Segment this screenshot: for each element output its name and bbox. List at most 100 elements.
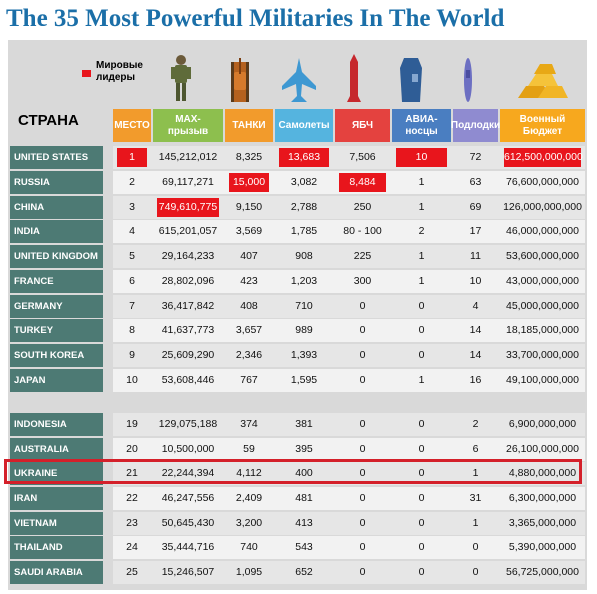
cell-yabch: 0 — [359, 517, 366, 529]
cell-podlodki: 10 — [469, 275, 482, 287]
cell-mesto: 9 — [129, 349, 135, 361]
cell-budget: 126,000,000,000 — [503, 201, 582, 213]
cell-max-pryzyv: 129,075,188 — [158, 418, 218, 430]
cell-yabch: 0 — [359, 443, 366, 455]
cell-samolety: 413 — [295, 517, 313, 529]
cell-max-pryzyv: 50,645,430 — [161, 517, 215, 529]
cell-yabch: 0 — [359, 492, 366, 504]
cell-budget: 53,600,000,000 — [506, 250, 579, 262]
cell-tanki: 407 — [240, 250, 258, 262]
cell-samolety: 1,785 — [290, 225, 318, 237]
cell-podlodki: 1 — [472, 467, 479, 479]
cell-mesto: 5 — [129, 250, 135, 262]
table-row: JAPAN 10 53,608,446 767 1,595 0 1 16 49,100,000,… — [10, 369, 585, 392]
cell-yabch: 300 — [353, 275, 372, 287]
cell-avianostsy: 0 — [418, 492, 425, 504]
cell-mesto: 10 — [126, 374, 138, 386]
cell-podlodki: 1 — [472, 517, 479, 529]
cell-yabch: 7,506 — [349, 151, 376, 163]
cell-samolety: 3,082 — [290, 176, 318, 188]
cell-avianostsy: 0 — [418, 541, 425, 553]
cell-samolety: 543 — [295, 541, 313, 553]
cell-yabch: 0 — [359, 566, 366, 578]
row-background — [113, 295, 585, 318]
cell-max-pryzyv: 10,500,000 — [161, 443, 215, 455]
cell-budget: 46,000,000,000 — [506, 225, 579, 237]
cell-mesto: 3 — [129, 201, 135, 213]
country-label: INDONESIA — [10, 413, 103, 436]
ukraine-highlight-frame — [4, 459, 582, 484]
cell-tanki: 15,000 — [229, 173, 269, 192]
table-row: UKRAINE 21 22,244,394 4,112 400 0 0 1 4,880,000,… — [10, 462, 585, 485]
table-row: CHINA 3 749,610,775 9,150 2,788 250 1 69 126,000… — [10, 196, 585, 219]
table-row: VIETNAM 23 50,645,430 3,200 413 0 0 1 3,365,000,… — [10, 512, 585, 535]
cell-yabch: 0 — [359, 324, 366, 336]
cell-samolety: 395 — [295, 443, 313, 455]
country-label: SAUDI ARABIA — [10, 561, 103, 584]
cell-yabch: 0 — [359, 418, 366, 430]
row-background — [113, 196, 585, 219]
cell-avianostsy: 1 — [418, 201, 425, 213]
cell-yabch: 0 — [359, 300, 366, 312]
cell-samolety: 652 — [295, 566, 313, 578]
table-row: TURKEY 8 41,637,773 3,657 989 0 0 14 18,185,000,… — [10, 319, 585, 342]
cell-max-pryzyv: 41,637,773 — [161, 324, 215, 336]
cell-avianostsy: 0 — [418, 418, 425, 430]
cell-avianostsy: 2 — [418, 225, 425, 237]
table-row: GERMANY 7 36,417,842 408 710 0 0 4 45,000,000,00… — [10, 295, 585, 318]
row-background — [113, 270, 585, 293]
row-background — [113, 146, 585, 169]
cell-max-pryzyv: 46,247,556 — [161, 492, 215, 504]
corner-label: СТРАНА — [18, 112, 79, 129]
column-header-mesto: МЕСТО — [113, 109, 151, 142]
cell-max-pryzyv: 69,117,271 — [162, 176, 214, 188]
cell-samolety: 1,595 — [290, 374, 318, 386]
cell-yabch: 0 — [359, 541, 366, 553]
cell-podlodki: 11 — [470, 250, 481, 262]
country-label: VIETNAM — [10, 512, 103, 535]
cell-podlodki: 4 — [472, 300, 479, 312]
cell-yabch: 8,484 — [339, 173, 386, 192]
cell-budget: 5,390,000,000 — [508, 541, 577, 553]
cell-podlodki: 14 — [469, 349, 482, 361]
table-row: AUSTRALIA 20 10,500,000 59 395 0 0 6 26,100,000,… — [10, 438, 585, 461]
row-background — [113, 220, 585, 243]
cell-mesto: 2 — [129, 176, 135, 188]
cell-tanki: 1,095 — [235, 566, 263, 578]
cell-tanki: 374 — [240, 418, 258, 430]
cell-budget: 4,880,000,000 — [508, 467, 577, 479]
country-label: JAPAN — [10, 369, 103, 392]
cell-yabch: 250 — [353, 201, 372, 213]
row-background — [113, 462, 585, 485]
row-background — [113, 369, 585, 392]
cell-mesto: 8 — [129, 324, 135, 336]
cell-budget: 3,365,000,000 — [508, 517, 577, 529]
cell-max-pryzyv: 35,444,716 — [161, 541, 215, 553]
cell-mesto: 25 — [126, 566, 138, 578]
country-label: RUSSIA — [10, 171, 103, 194]
column-header-samolety: Самолеты — [275, 109, 333, 142]
cell-avianostsy: 1 — [418, 250, 425, 262]
country-label: THAILAND — [10, 536, 103, 559]
country-label: INDIA — [10, 220, 103, 243]
cell-max-pryzyv: 145,212,012 — [158, 151, 218, 163]
cell-mesto: 21 — [126, 467, 138, 479]
row-background — [113, 319, 585, 342]
cell-tanki: 408 — [240, 300, 258, 312]
cell-avianostsy: 1 — [418, 176, 425, 188]
cell-tanki: 740 — [240, 541, 258, 553]
cell-podlodki: 16 — [469, 374, 482, 386]
soldier-icon — [168, 52, 194, 104]
cell-mesto: 6 — [129, 275, 135, 287]
cell-samolety: 381 — [295, 418, 313, 430]
table-row: FRANCE 6 28,802,096 423 1,203 300 1 10 43,000,00… — [10, 270, 585, 293]
table-row: RUSSIA 2 69,117,271 15,000 3,082 8,484 1 63 76,6… — [10, 171, 585, 194]
cell-max-pryzyv: 29,164,233 — [161, 250, 215, 262]
cell-podlodki: 72 — [469, 151, 482, 163]
table-row: SOUTH KOREA 9 25,609,290 2,346 1,393 0 0 14 33,7… — [10, 344, 585, 367]
cell-max-pryzyv: 15,246,507 — [161, 566, 215, 578]
cell-samolety: 710 — [295, 300, 313, 312]
cell-budget: 18,185,000,000 — [506, 324, 579, 336]
cell-mesto: 20 — [126, 443, 138, 455]
cell-samolety: 400 — [295, 467, 313, 479]
